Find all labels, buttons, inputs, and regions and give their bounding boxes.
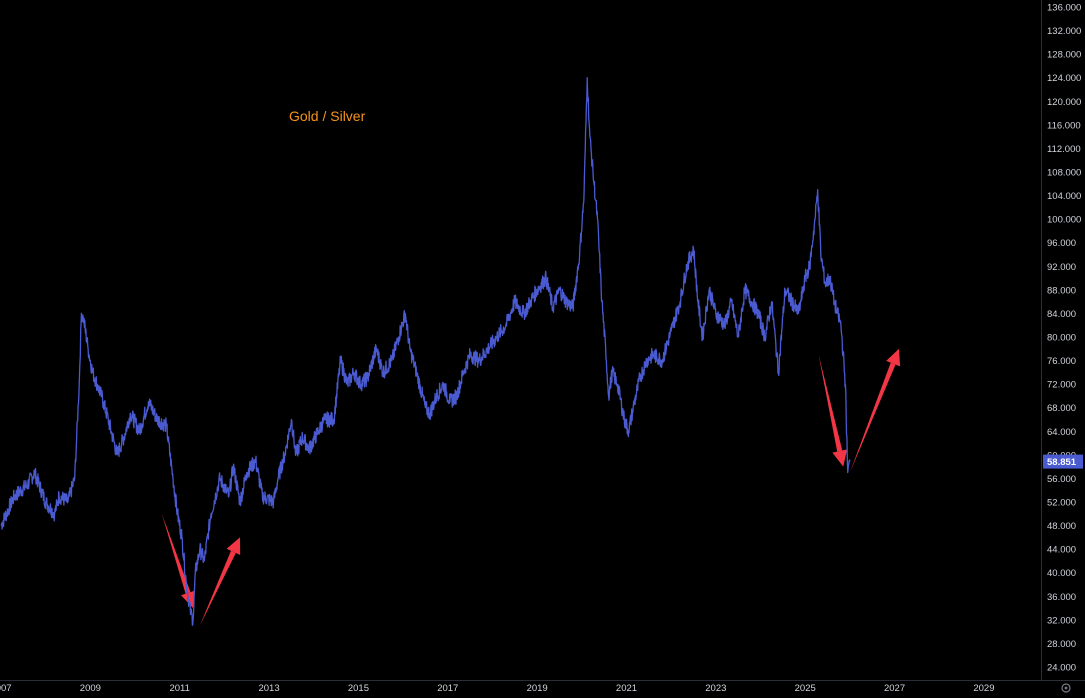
y-tick-label: 28.000 — [1047, 639, 1076, 650]
chart-title: Gold / Silver — [289, 108, 366, 124]
y-tick-label: 32.000 — [1047, 615, 1076, 626]
y-tick-label: 100.000 — [1047, 215, 1081, 226]
x-tick-label: 2029 — [973, 683, 994, 693]
y-tick-label: 84.000 — [1047, 309, 1076, 320]
y-tick-label: 40.000 — [1047, 568, 1076, 579]
series-line — [0, 77, 851, 626]
y-tick-label: 120.000 — [1047, 97, 1081, 108]
arrow-head — [226, 537, 241, 555]
x-tick-label: 2025 — [795, 683, 816, 693]
y-tick-label: 124.000 — [1047, 73, 1081, 84]
x-tick-label: 2013 — [258, 683, 279, 693]
arrow-annotation[interactable] — [849, 348, 901, 473]
y-tick-label: 52.000 — [1047, 498, 1076, 509]
y-tick-label: 104.000 — [1047, 191, 1081, 202]
x-tick-label: 2023 — [705, 683, 726, 693]
x-tick-label: 2027 — [884, 683, 905, 693]
y-tick-label: 72.000 — [1047, 380, 1076, 391]
arrow-shaft — [199, 550, 236, 626]
y-tick-label: 116.000 — [1047, 120, 1081, 131]
series-layer — [0, 77, 851, 626]
y-tick-label: 128.000 — [1047, 50, 1081, 61]
y-tick-label: 136.000 — [1047, 3, 1081, 14]
y-tick-label: 80.000 — [1047, 333, 1076, 344]
last-price-tag-background — [1043, 454, 1083, 469]
y-tick-label: 108.000 — [1047, 168, 1081, 179]
y-tick-label: 132.000 — [1047, 26, 1081, 37]
x-tick-label: 2011 — [169, 683, 189, 693]
y-tick-label: 88.000 — [1047, 285, 1076, 296]
price-axis[interactable]: 24.000 28.000 32.000 36.000 40.000 44.000 48.0… — [1047, 3, 1081, 674]
gear-icon[interactable] — [1061, 683, 1071, 693]
x-tick-label: 2009 — [80, 683, 101, 693]
y-tick-label: 92.000 — [1047, 262, 1076, 273]
x-tick-label: 2017 — [437, 683, 458, 693]
y-tick-label: 68.000 — [1047, 403, 1076, 414]
y-tick-label: 64.000 — [1047, 427, 1076, 438]
y-tick-label: 24.000 — [1047, 663, 1076, 674]
y-tick-label: 56.000 — [1047, 474, 1076, 485]
arrow-annotation[interactable] — [818, 354, 848, 467]
time-axis[interactable]: 2007 2009 2011 2013 2015 2017 2019 2021 2023 2025… — [0, 683, 994, 694]
y-tick-label: 44.000 — [1047, 545, 1076, 556]
last-price-tag: 58.851 — [1043, 454, 1083, 469]
y-tick-label: 48.000 — [1047, 521, 1076, 532]
last-price-tag-label: 58.851 — [1047, 457, 1077, 468]
y-tick-label: 76.000 — [1047, 356, 1076, 367]
arrow-head — [886, 348, 901, 367]
arrow-head — [832, 449, 848, 467]
x-tick-label: 2021 — [616, 683, 637, 693]
y-tick-label: 36.000 — [1047, 592, 1076, 603]
y-tick-label: 96.000 — [1047, 238, 1076, 249]
arrow-shaft — [849, 362, 896, 473]
x-tick-label: 2007 — [0, 683, 12, 693]
arrow-shaft — [161, 513, 191, 594]
y-tick-label: 112.000 — [1047, 144, 1081, 155]
x-tick-label: 2015 — [348, 683, 369, 693]
arrow-annotation[interactable] — [199, 537, 241, 626]
x-tick-label: 2019 — [527, 683, 548, 693]
arrow-shaft — [818, 354, 843, 452]
annotation-layer — [161, 348, 901, 626]
